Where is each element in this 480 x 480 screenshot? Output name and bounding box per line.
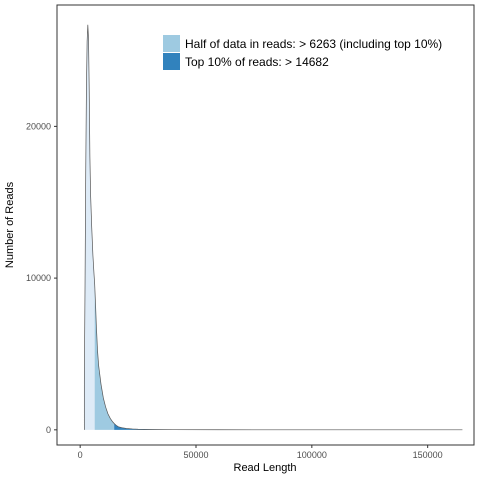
legend-swatch [163,53,180,70]
y-axis: 0 10000 20000 [26,121,57,435]
x-axis: 0 50000 100000 150000 [78,445,443,460]
density-outline [83,24,463,431]
area-below-half-threshold [84,24,95,430]
plot-panel-border [56,4,475,446]
legend-swatch [163,35,180,52]
y-tick-label: 20000 [26,121,51,131]
y-tick-label: 0 [46,425,51,435]
legend: Half of data in reads: > 6263 (including… [163,35,442,70]
y-tick-label: 10000 [26,273,51,283]
x-tick-label: 100000 [297,450,327,460]
legend-label: Top 10% of reads: > 14682 [185,55,329,69]
density-areas [84,24,463,430]
x-tick-label: 150000 [413,450,443,460]
x-tick-label: 50000 [183,450,208,460]
area-half-of-data [94,284,115,430]
y-axis-title: Number of Reads [4,181,16,268]
x-tick-label: 0 [78,450,83,460]
legend-label: Half of data in reads: > 6263 (including… [185,37,442,51]
plot-background [57,5,474,445]
x-axis-title: Read Length [234,462,297,474]
